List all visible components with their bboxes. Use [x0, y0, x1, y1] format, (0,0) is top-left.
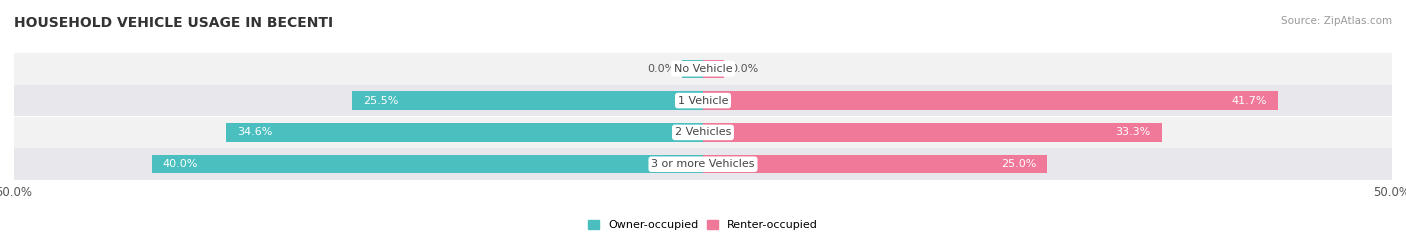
Bar	[352, 91, 703, 110]
Text: 3 or more Vehicles: 3 or more Vehicles	[651, 159, 755, 169]
Text: HOUSEHOLD VEHICLE USAGE IN BECENTI: HOUSEHOLD VEHICLE USAGE IN BECENTI	[14, 16, 333, 30]
Bar	[14, 116, 1392, 148]
Text: 25.5%: 25.5%	[363, 96, 398, 106]
Text: 1 Vehicle: 1 Vehicle	[678, 96, 728, 106]
Bar	[703, 60, 724, 78]
Text: No Vehicle: No Vehicle	[673, 64, 733, 74]
Bar	[14, 85, 1392, 116]
Bar	[14, 148, 1392, 180]
Bar	[703, 123, 1161, 142]
Text: 34.6%: 34.6%	[238, 127, 273, 137]
Bar	[682, 60, 703, 78]
Text: Source: ZipAtlas.com: Source: ZipAtlas.com	[1281, 16, 1392, 26]
Bar	[226, 123, 703, 142]
Bar	[14, 53, 1392, 85]
Text: 25.0%: 25.0%	[1001, 159, 1036, 169]
Text: 40.0%: 40.0%	[163, 159, 198, 169]
Text: 0.0%: 0.0%	[647, 64, 675, 74]
Text: 2 Vehicles: 2 Vehicles	[675, 127, 731, 137]
Bar	[703, 91, 1278, 110]
Bar	[152, 155, 703, 173]
Bar	[703, 155, 1047, 173]
Text: 0.0%: 0.0%	[731, 64, 759, 74]
Text: 41.7%: 41.7%	[1232, 96, 1267, 106]
Text: 33.3%: 33.3%	[1115, 127, 1152, 137]
Legend: Owner-occupied, Renter-occupied: Owner-occupied, Renter-occupied	[583, 216, 823, 233]
